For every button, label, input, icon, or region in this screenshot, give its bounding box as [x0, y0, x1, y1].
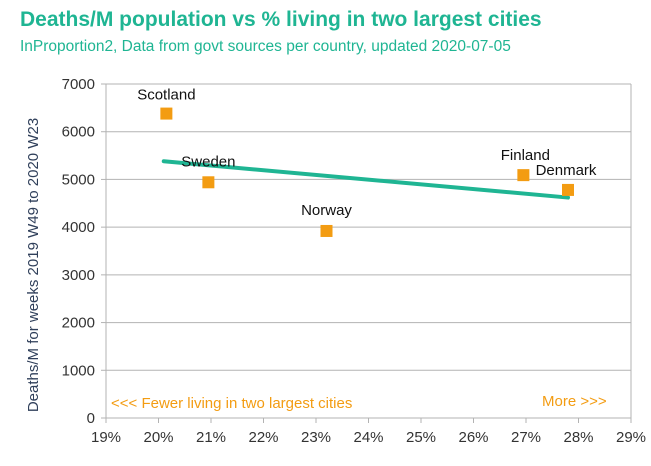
x-tick-label: 26%: [458, 429, 488, 446]
x-tick-label: 29%: [616, 429, 646, 446]
point-label-norway: Norway: [301, 202, 352, 219]
point-label-finland: Finland: [501, 147, 550, 164]
x-tick-label: 19%: [91, 429, 121, 446]
x-tick-label: 20%: [143, 429, 173, 446]
data-point-scotland: [160, 107, 173, 120]
data-point-finland: [517, 169, 530, 182]
y-tick-label: 1000: [62, 362, 95, 379]
data-point-denmark: [562, 183, 574, 196]
annotation-right: More >>>: [542, 393, 607, 410]
y-tick-label: 4000: [62, 219, 95, 236]
point-label-denmark: Denmark: [536, 162, 597, 179]
data-point-norway: [320, 224, 333, 237]
y-tick-label: 2000: [62, 315, 95, 332]
point-label-scotland: Scotland: [137, 87, 195, 104]
y-axis-label: Deaths/M for weeks 2019 W49 to 2020 W23: [25, 118, 42, 412]
trendline-layer: [161, 159, 570, 200]
x-tick-label: 22%: [248, 429, 278, 446]
trendline: [161, 159, 570, 200]
x-tick-label: 25%: [406, 429, 436, 446]
data-point-sweden: [202, 176, 215, 189]
x-tick-label: 28%: [563, 429, 593, 446]
y-tick-label: 7000: [62, 76, 95, 93]
y-tick-label: 6000: [62, 124, 95, 141]
point-label-sweden: Sweden: [181, 153, 235, 170]
y-tick-label: 3000: [62, 267, 95, 284]
annotation-left: <<< Fewer living in two largest cities: [111, 395, 352, 412]
x-tick-label: 23%: [301, 429, 331, 446]
y-tick-label: 5000: [62, 171, 95, 188]
x-tick-label: 21%: [196, 429, 226, 446]
chart-subtitle: InProportion2, Data from govt sources pe…: [20, 38, 511, 55]
data-points: [160, 107, 574, 237]
chart-title: Deaths/M population vs % living in two l…: [20, 8, 542, 31]
axes: 0 1000 2000 3000 4000 5000 6000 7000 19% 20% 21% 22…: [62, 76, 646, 446]
x-tick-label: 24%: [353, 429, 383, 446]
y-tick-label: 0: [87, 410, 95, 427]
grid: [106, 83, 632, 418]
x-tick-label: 27%: [511, 429, 541, 446]
